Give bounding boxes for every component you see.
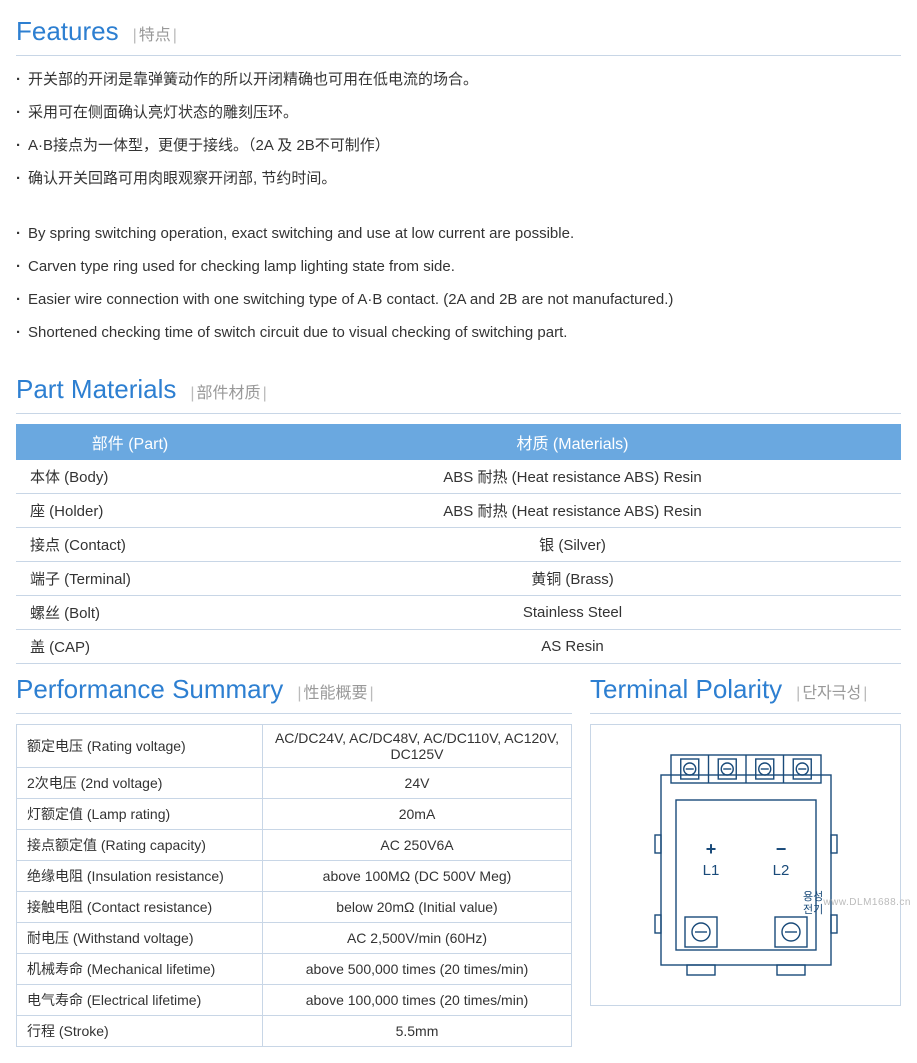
parts-table: 部件 (Part) 材质 (Materials) 本体 (Body)ABS 耐热… (16, 424, 901, 664)
features-list-en: By spring switching operation, exact swi… (16, 220, 901, 346)
svg-text:+: + (705, 839, 716, 859)
perf-table: 额定电压 (Rating voltage)AC/DC24V, AC/DC48V,… (16, 724, 572, 1047)
feature-item: 开关部的开闭是靠弹簧动作的所以开闭精确也可用在低电流的场合。 (16, 66, 901, 93)
parts-cell-material: 银 (Silver) (244, 528, 901, 562)
parts-cell-part: 螺丝 (Bolt) (16, 596, 244, 630)
perf-cell-value: 24V (263, 768, 572, 799)
svg-text:L2: L2 (772, 862, 789, 879)
feature-item: Easier wire connection with one switchin… (16, 286, 901, 313)
parts-cell-material: 黄铜 (Brass) (244, 562, 901, 596)
perf-row: 2次电压 (2nd voltage)24V (17, 768, 572, 799)
perf-cell-label: 机械寿命 (Mechanical lifetime) (17, 954, 263, 985)
perf-cell-label: 接点额定值 (Rating capacity) (17, 830, 263, 861)
parts-row: 端子 (Terminal)黄铜 (Brass) (16, 562, 901, 596)
perf-title-en: Performance Summary (16, 674, 283, 705)
terminal-header: Terminal Polarity |단자극성| (590, 674, 901, 705)
perf-row: 额定电压 (Rating voltage)AC/DC24V, AC/DC48V,… (17, 725, 572, 768)
features-header: Features |特点| (16, 16, 901, 47)
perf-row: 接触电阻 (Contact resistance)below 20mΩ (Ini… (17, 892, 572, 923)
perf-cell-label: 绝缘电阻 (Insulation resistance) (17, 861, 263, 892)
perf-cell-value: AC 2,500V/min (60Hz) (263, 923, 572, 954)
perf-row: 灯额定值 (Lamp rating)20mA (17, 799, 572, 830)
features-divider (16, 55, 901, 56)
feature-item: 确认开关回路可用肉眼观察开闭部, 节约时间。 (16, 165, 901, 192)
features-title-sub: |特点| (131, 21, 179, 45)
perf-cell-label: 电气寿命 (Electrical lifetime) (17, 985, 263, 1016)
watermark: www.DLM1688.cn (823, 897, 911, 908)
perf-cell-label: 行程 (Stroke) (17, 1016, 263, 1047)
parts-row: 接点 (Contact)银 (Silver) (16, 528, 901, 562)
parts-header-part: 部件 (Part) (16, 424, 244, 460)
parts-header: Part Materials |部件材质| (16, 374, 901, 405)
parts-cell-part: 本体 (Body) (16, 460, 244, 494)
parts-cell-material: ABS 耐热 (Heat resistance ABS) Resin (244, 494, 901, 528)
terminal-diagram: +L1−L2용성전기 (641, 745, 851, 985)
parts-cell-material: Stainless Steel (244, 596, 901, 630)
parts-cell-part: 座 (Holder) (16, 494, 244, 528)
parts-cell-part: 盖 (CAP) (16, 630, 244, 664)
perf-row: 行程 (Stroke)5.5mm (17, 1016, 572, 1047)
perf-cell-value: 5.5mm (263, 1016, 572, 1047)
feature-item: 采用可在侧面确认亮灯状态的雕刻压环。 (16, 99, 901, 126)
features-list-cn: 开关部的开闭是靠弹簧动作的所以开闭精确也可用在低电流的场合。采用可在侧面确认亮灯… (16, 66, 901, 192)
svg-text:용성: 용성 (803, 890, 823, 903)
perf-header: Performance Summary |性能概要| (16, 674, 572, 705)
parts-title-sub: |部件材质| (188, 379, 268, 403)
parts-header-material: 材质 (Materials) (244, 424, 901, 460)
perf-row: 绝缘电阻 (Insulation resistance)above 100MΩ … (17, 861, 572, 892)
feature-item: Shortened checking time of switch circui… (16, 319, 901, 346)
feature-item: Carven type ring used for checking lamp … (16, 253, 901, 280)
perf-cell-label: 2次电压 (2nd voltage) (17, 768, 263, 799)
parts-row: 座 (Holder)ABS 耐热 (Heat resistance ABS) R… (16, 494, 901, 528)
feature-item: A·B接点为一体型，更便于接线。（2A 及 2B不可制作） (16, 132, 901, 159)
perf-row: 机械寿命 (Mechanical lifetime)above 500,000 … (17, 954, 572, 985)
feature-item: By spring switching operation, exact swi… (16, 220, 901, 247)
svg-text:L1: L1 (702, 862, 719, 879)
parts-cell-part: 接点 (Contact) (16, 528, 244, 562)
parts-divider (16, 413, 901, 414)
terminal-divider (590, 713, 901, 714)
features-title-en: Features (16, 16, 119, 47)
perf-cell-label: 耐电压 (Withstand voltage) (17, 923, 263, 954)
perf-cell-value: AC 250V6A (263, 830, 572, 861)
perf-row: 耐电压 (Withstand voltage)AC 2,500V/min (60… (17, 923, 572, 954)
perf-row: 电气寿命 (Electrical lifetime)above 100,000 … (17, 985, 572, 1016)
terminal-title-sub: |단자극성| (794, 679, 869, 703)
perf-cell-value: AC/DC24V, AC/DC48V, AC/DC110V, AC120V, D… (263, 725, 572, 768)
perf-row: 接点额定值 (Rating capacity)AC 250V6A (17, 830, 572, 861)
parts-cell-material: ABS 耐热 (Heat resistance ABS) Resin (244, 460, 901, 494)
parts-cell-material: AS Resin (244, 630, 901, 664)
parts-row: 螺丝 (Bolt)Stainless Steel (16, 596, 901, 630)
perf-cell-value: below 20mΩ (Initial value) (263, 892, 572, 923)
perf-cell-value: above 100,000 times (20 times/min) (263, 985, 572, 1016)
perf-cell-value: above 500,000 times (20 times/min) (263, 954, 572, 985)
parts-title-en: Part Materials (16, 374, 176, 405)
parts-row: 盖 (CAP)AS Resin (16, 630, 901, 664)
parts-cell-part: 端子 (Terminal) (16, 562, 244, 596)
perf-cell-value: above 100MΩ (DC 500V Meg) (263, 861, 572, 892)
terminal-title-en: Terminal Polarity (590, 674, 782, 705)
perf-title-sub: |性能概要| (295, 679, 375, 703)
perf-cell-label: 额定电压 (Rating voltage) (17, 725, 263, 768)
svg-text:−: − (775, 839, 786, 859)
parts-row: 本体 (Body)ABS 耐热 (Heat resistance ABS) Re… (16, 460, 901, 494)
perf-cell-label: 灯额定值 (Lamp rating) (17, 799, 263, 830)
perf-cell-value: 20mA (263, 799, 572, 830)
terminal-diagram-box: +L1−L2용성전기 (590, 724, 901, 1006)
perf-divider (16, 713, 572, 714)
perf-cell-label: 接触电阻 (Contact resistance) (17, 892, 263, 923)
